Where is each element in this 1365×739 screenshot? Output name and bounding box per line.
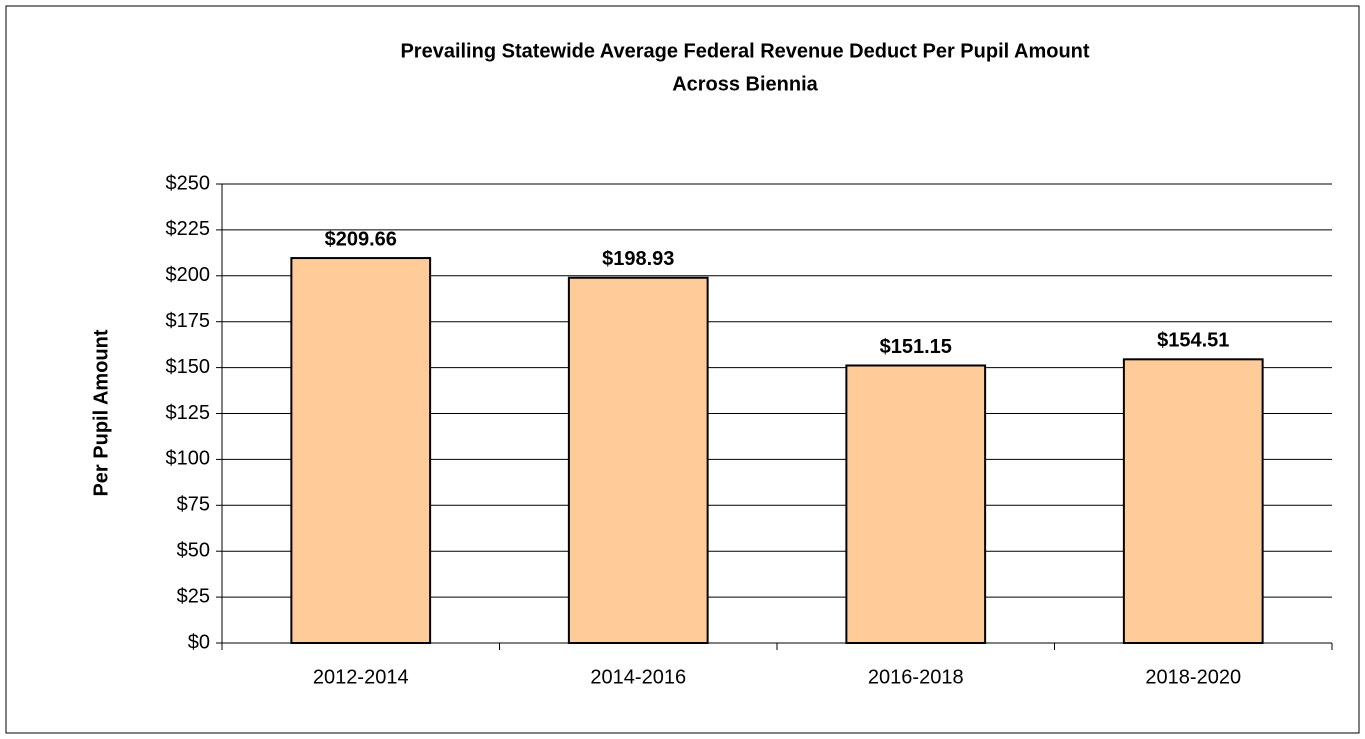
data-label: $209.66 (325, 228, 397, 250)
y-tick-label: $250 (166, 172, 211, 194)
y-tick-label: $200 (166, 264, 211, 286)
chart-title: Across Biennia (672, 73, 818, 95)
y-tick-label: $100 (166, 448, 211, 470)
y-tick-label: $75 (177, 494, 210, 516)
y-tick-label: $50 (177, 539, 210, 561)
bar (845, 364, 987, 644)
y-axis-label: Per Pupil Amount (90, 329, 112, 496)
y-tick-label: $0 (188, 631, 210, 653)
chart-title: Prevailing Statewide Average Federal Rev… (400, 40, 1089, 62)
x-tick-label: 2012-2014 (313, 666, 409, 688)
x-tick-label: 2018-2020 (1145, 666, 1241, 688)
bar (567, 276, 709, 644)
y-tick-label: $150 (166, 356, 211, 378)
data-label: $198.93 (602, 248, 674, 270)
y-tick-label: $125 (166, 402, 211, 424)
y-tick-label: $25 (177, 585, 210, 607)
bar (1122, 358, 1264, 644)
data-label: $154.51 (1157, 330, 1229, 352)
y-tick-label: $175 (166, 310, 211, 332)
bar (290, 257, 432, 644)
data-label: $151.15 (880, 336, 952, 358)
x-tick-label: 2014-2016 (590, 666, 686, 688)
x-tick-label: 2016-2018 (868, 666, 964, 688)
y-tick-label: $225 (166, 218, 211, 240)
